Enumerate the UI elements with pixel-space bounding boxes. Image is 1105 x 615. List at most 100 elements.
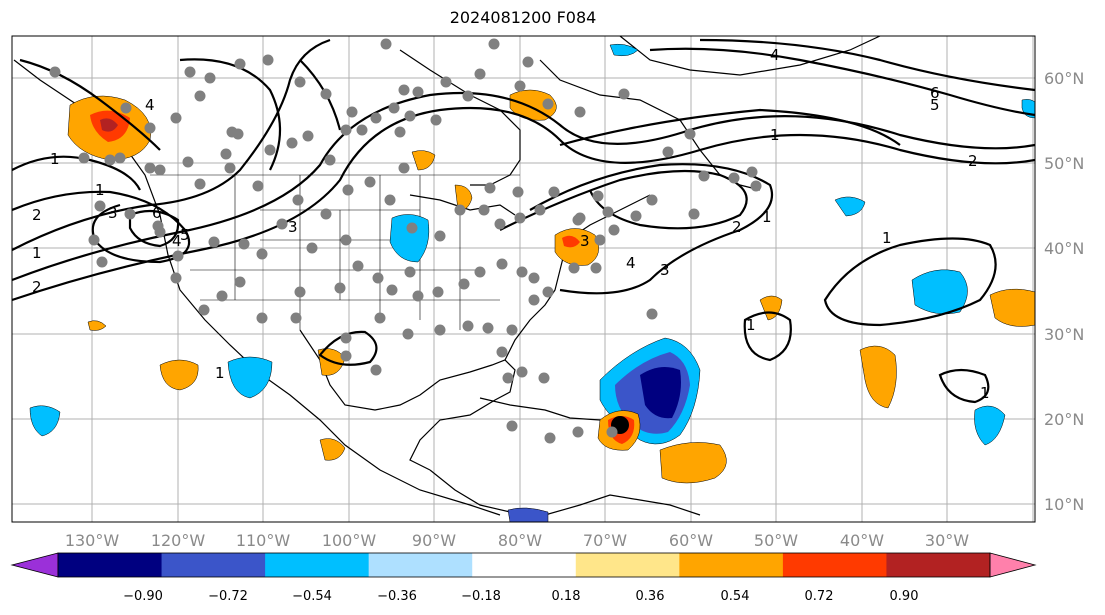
station-dot [482, 322, 494, 334]
contour-label: 4 [172, 232, 182, 250]
station-dot [340, 350, 352, 362]
station-dot [494, 218, 506, 230]
station-dot [320, 88, 332, 100]
station-dot [434, 230, 446, 242]
station-dot [432, 286, 444, 298]
station-dot [324, 154, 336, 166]
station-dot [496, 346, 508, 358]
station-dot [232, 128, 244, 140]
station-dot [728, 172, 740, 184]
contour-label: 3 [288, 218, 298, 236]
station-dot [506, 420, 518, 432]
station-dot [256, 312, 268, 324]
colorbar-tick-labels: −0.90 −0.72 −0.54 −0.36 −0.18 0.18 0.36 … [123, 589, 918, 604]
lon-label: 60°W [669, 531, 713, 550]
contour-label: 4 [770, 46, 780, 64]
station-dot [602, 206, 614, 218]
station-dot [216, 290, 228, 302]
station-dot [114, 152, 126, 164]
state-borders [150, 174, 520, 330]
station-dot [458, 278, 470, 290]
station-dot [440, 76, 452, 88]
station-dot [340, 332, 352, 344]
station-dot [194, 178, 206, 190]
colorbar-segment [575, 553, 680, 577]
map-title: 2024081200 F084 [449, 8, 597, 27]
station-dot [306, 242, 318, 254]
contour-label: 2 [32, 206, 42, 224]
station-dot [340, 234, 352, 246]
colorbar-segment [161, 553, 266, 577]
station-dot [462, 320, 474, 332]
contour-label: 6 [930, 84, 940, 102]
station-dot [572, 214, 584, 226]
station-dot [262, 54, 274, 66]
lon-label: 110°W [236, 531, 291, 550]
station-dot [606, 426, 618, 438]
colorbar-tick-label: 0.36 [636, 589, 665, 604]
station-dot [572, 426, 584, 438]
station-dot [154, 164, 166, 176]
station-dot [252, 180, 264, 192]
station-dot [528, 294, 540, 306]
station-dot [120, 102, 132, 114]
station-dot [346, 106, 358, 118]
station-dot [484, 182, 496, 194]
station-dot [528, 272, 540, 284]
lat-label: 10°N [1044, 495, 1084, 514]
colorbar-tick-label: −0.36 [377, 589, 417, 604]
station-dot [384, 194, 396, 206]
station-dot [522, 56, 534, 68]
station-dot [342, 184, 354, 196]
station-dot [374, 312, 386, 324]
contour-label: 1 [762, 208, 772, 226]
station-dot [646, 194, 658, 206]
station-dot [454, 204, 466, 216]
station-dot [398, 84, 410, 96]
contour-label: 3 [660, 261, 670, 279]
station-dot [404, 266, 416, 278]
latitude-labels: 60°N 50°N 40°N 30°N 20°N 10°N [1044, 69, 1084, 514]
station-dot [94, 200, 106, 212]
station-dot [104, 154, 116, 166]
station-dot [514, 80, 526, 92]
station-dot [364, 176, 376, 188]
station-dot [534, 204, 546, 216]
colorbar-segment [679, 553, 784, 577]
station-dot [502, 372, 514, 384]
station-dot [152, 220, 164, 232]
station-dot [646, 308, 658, 320]
lat-label: 60°N [1044, 69, 1084, 88]
lat-label: 30°N [1044, 325, 1084, 344]
lon-label: 30°W [925, 531, 969, 550]
contour-label: 6 [152, 204, 162, 222]
station-dot [264, 144, 276, 156]
station-dot [590, 262, 602, 274]
station-dot [124, 208, 136, 220]
station-dot [302, 130, 314, 142]
station-dot [380, 38, 392, 50]
lon-label: 120°W [151, 531, 206, 550]
station-dot [276, 218, 288, 230]
contour-label: 5 [180, 226, 190, 244]
colorbar-segment [265, 553, 370, 577]
contour-label: 1 [746, 316, 756, 334]
contour-label: 2 [968, 152, 978, 170]
station-dot [144, 122, 156, 134]
station-dot [462, 90, 474, 102]
station-dot [406, 222, 418, 234]
lat-label: 40°N [1044, 239, 1084, 258]
station-dot [478, 204, 490, 216]
station-dot [746, 166, 758, 178]
station-dot [548, 186, 560, 198]
contour-label: 1 [50, 150, 60, 168]
colorbar-segment [472, 553, 577, 577]
contour-lines [12, 38, 1035, 404]
colorbar-segment [782, 553, 887, 577]
station-dot [474, 68, 486, 80]
station-dot [370, 364, 382, 376]
colorbar-extend-max [989, 552, 1037, 578]
station-dot [506, 324, 518, 336]
station-dot [608, 224, 620, 236]
station-dots [49, 38, 762, 444]
